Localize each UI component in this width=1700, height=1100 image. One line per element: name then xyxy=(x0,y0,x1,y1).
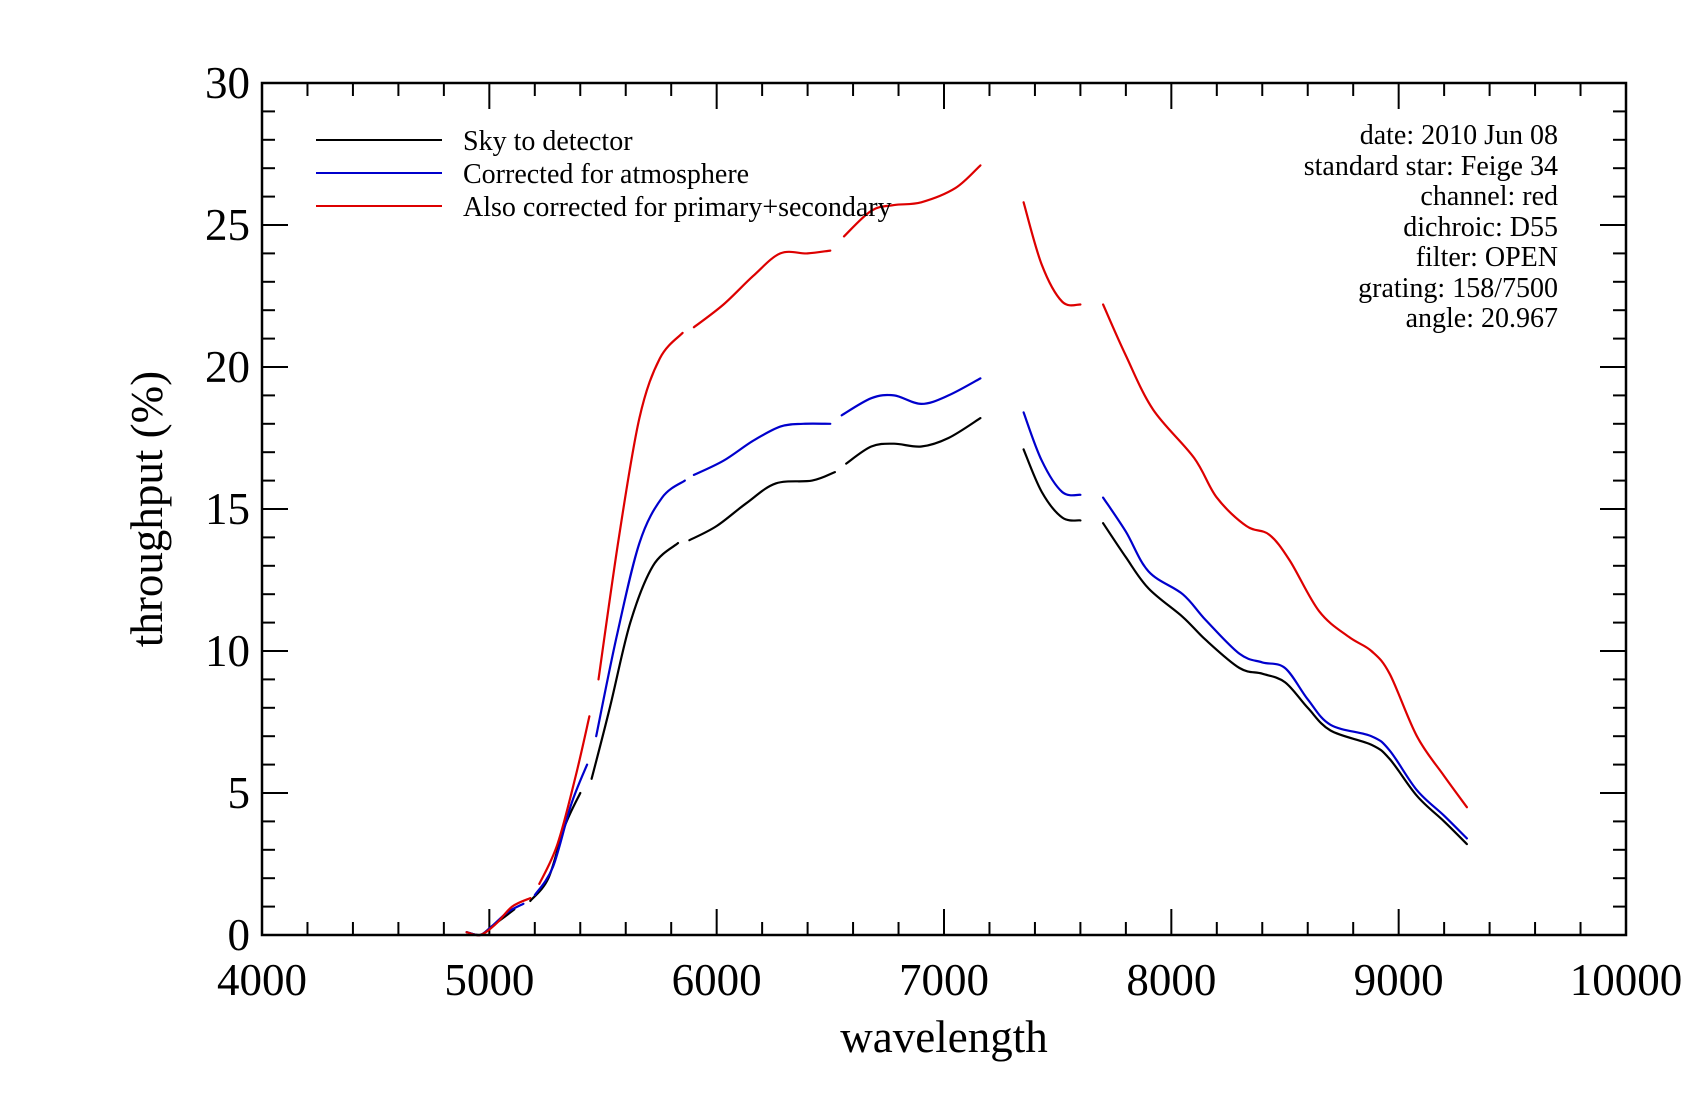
y-tick-label: 15 xyxy=(205,484,250,534)
series-line-segment xyxy=(590,542,680,780)
series-1 xyxy=(465,377,1468,937)
series-line-segment xyxy=(692,249,832,329)
y-tick-label: 10 xyxy=(205,626,250,676)
series-line-segment xyxy=(597,331,684,681)
series-0 xyxy=(465,417,1468,937)
axis-ticks xyxy=(261,82,1627,936)
series-line-segment xyxy=(842,164,982,238)
axis-tick-labels: 4000 5000 6000 7000 8000 9000 10000 0 5 10 15 20 25 3… xyxy=(205,58,1682,1005)
series-2 xyxy=(465,164,1468,937)
legend-label-primary-secondary: Also corrected for primary+secondary xyxy=(463,192,892,223)
series-line-segment xyxy=(845,417,982,465)
x-tick-label: 6000 xyxy=(672,955,762,1005)
x-tick-label: 7000 xyxy=(899,955,989,1005)
y-tick-label: 5 xyxy=(228,768,251,818)
legend-label-sky-to-detector: Sky to detector xyxy=(463,126,633,157)
y-tick-label: 30 xyxy=(205,58,250,108)
y-tick-label: 0 xyxy=(228,910,251,960)
info-standard-star: standard star: Feige 34 xyxy=(1304,151,1558,182)
x-tick-label: 10000 xyxy=(1570,955,1683,1005)
y-tick-label: 20 xyxy=(205,342,250,392)
series-line-segment xyxy=(1022,448,1082,522)
info-grating: grating: 158/7500 xyxy=(1358,273,1558,304)
info-filter: filter: OPEN xyxy=(1416,242,1558,273)
y-tick-label: 25 xyxy=(205,200,250,250)
info-channel: channel: red xyxy=(1420,181,1558,212)
plot-frame xyxy=(260,81,1628,937)
series-line-segment xyxy=(595,479,686,738)
info-angle: angle: 20.967 xyxy=(1406,303,1558,334)
series-line-segment xyxy=(840,377,982,417)
y-axis-title: throughput (%) xyxy=(122,371,172,647)
x-tick-label: 5000 xyxy=(444,955,534,1005)
series-line-segment xyxy=(538,715,591,885)
series-line-segment xyxy=(1102,522,1468,846)
info-date: date: 2010 Jun 08 xyxy=(1360,120,1558,151)
legend: Sky to detector Corrected for atmosphere… xyxy=(316,126,892,223)
series-line-segment xyxy=(533,763,589,897)
x-tick-label: 4000 xyxy=(217,955,307,1005)
legend-label-corrected-atmosphere: Corrected for atmosphere xyxy=(463,159,749,190)
series-line-segment xyxy=(1102,303,1468,809)
series-line-segment xyxy=(1022,411,1082,497)
series-line-segment xyxy=(688,471,836,542)
x-tick-label: 9000 xyxy=(1354,955,1444,1005)
series-line-segment xyxy=(692,422,832,476)
x-axis-title: wavelength xyxy=(840,1012,1047,1062)
series-line-segment xyxy=(1022,201,1082,307)
info-dichroic: dichroic: D55 xyxy=(1403,212,1558,243)
x-tick-label: 8000 xyxy=(1126,955,1216,1005)
observation-info: date: 2010 Jun 08 standard star: Feige 3… xyxy=(1304,120,1558,334)
series-line-segment xyxy=(1102,496,1468,840)
series-layer xyxy=(465,164,1468,937)
